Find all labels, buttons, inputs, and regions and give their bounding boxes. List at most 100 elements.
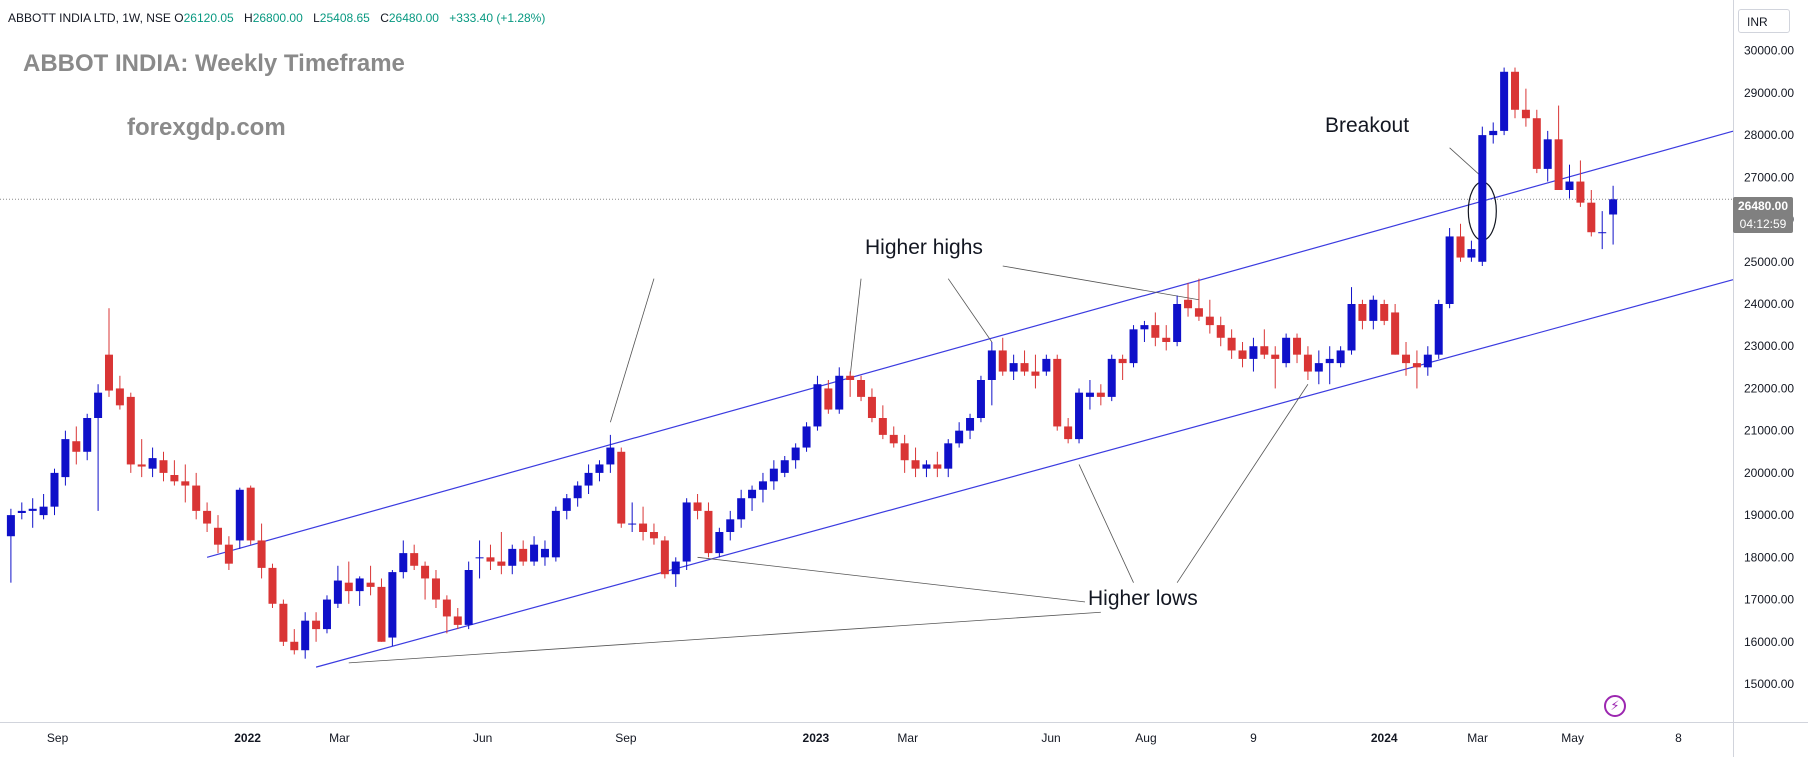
candle-body	[780, 460, 789, 473]
candle-body	[159, 460, 168, 473]
candle-body	[1565, 181, 1574, 190]
candle-body	[1260, 346, 1269, 355]
y-tick-label: 18000.00	[1744, 550, 1794, 564]
y-tick-label: 15000.00	[1744, 677, 1794, 691]
candle-body	[617, 451, 626, 524]
y-tick-label: 25000.00	[1744, 255, 1794, 269]
candle-body	[1020, 363, 1029, 372]
candle-body	[410, 553, 419, 566]
candle-body	[704, 510, 713, 554]
candle-body	[976, 380, 985, 418]
candle-body	[1205, 316, 1214, 326]
higher-lows-label[interactable]: Higher lows	[1085, 587, 1201, 611]
candle-body	[366, 582, 375, 587]
candle-body	[595, 464, 604, 473]
candle-body	[94, 392, 103, 418]
candle-body	[1347, 304, 1356, 351]
candle-body	[268, 567, 277, 604]
annotation-pointer	[849, 278, 862, 376]
y-tick-label: 22000.00	[1744, 381, 1794, 395]
x-tick-label: 9	[1250, 731, 1257, 745]
x-tick-label: 2024	[1371, 731, 1398, 745]
y-tick-label: 16000.00	[1744, 635, 1794, 649]
candle-body	[442, 599, 451, 617]
candle-body	[388, 572, 397, 638]
annotation-pointer	[947, 278, 993, 343]
candle-body	[1216, 325, 1225, 338]
candle-body	[1391, 312, 1400, 355]
candle-body	[955, 430, 964, 444]
x-tick-label: Aug	[1135, 731, 1156, 745]
site-watermark: forexgdp.com	[127, 114, 286, 141]
candle-body	[497, 561, 506, 566]
y-tick-label: 21000.00	[1744, 424, 1794, 438]
annotation-pointer	[609, 278, 655, 423]
lightning-bolt-icon[interactable]: ⚡	[1604, 695, 1626, 717]
candle-body	[1325, 358, 1334, 364]
close-label: C	[380, 11, 389, 25]
low-value: 25408.65	[319, 11, 370, 25]
candle-body	[1423, 354, 1432, 368]
candle-body	[181, 481, 190, 486]
candle-body	[453, 616, 462, 625]
candle-body	[573, 485, 582, 499]
candle-body	[933, 464, 942, 469]
candle-body	[192, 485, 201, 511]
candle-body	[148, 458, 157, 469]
candle-body	[1129, 329, 1138, 364]
y-tick-label: 28000.00	[1744, 128, 1794, 142]
candle-body	[1271, 354, 1280, 359]
currency-selector[interactable]: INR	[1738, 9, 1790, 33]
candle-body	[1598, 232, 1607, 234]
candle-body	[1031, 371, 1040, 376]
annotation-pointer	[697, 556, 1101, 605]
candle-body	[1412, 363, 1421, 368]
candle-body	[39, 506, 48, 516]
candle-body	[1358, 304, 1367, 321]
candle-body	[1096, 392, 1105, 397]
candle-body	[1009, 363, 1018, 372]
candle-body	[431, 578, 440, 600]
x-tick-label: Sep	[615, 731, 637, 745]
y-tick-label: 17000.00	[1744, 593, 1794, 607]
candle-body	[628, 523, 637, 525]
last-price-value: 26480.00	[1737, 199, 1789, 213]
candle-body	[1500, 71, 1509, 131]
high-label: H	[244, 11, 253, 25]
annotation-pointer	[348, 611, 1101, 664]
y-tick-label: 20000.00	[1744, 466, 1794, 480]
candle-body	[1478, 135, 1487, 262]
candle-body	[464, 570, 473, 625]
higher-highs-label[interactable]: Higher highs	[862, 236, 986, 260]
candle-body	[1140, 325, 1149, 330]
candle-body	[1162, 337, 1171, 342]
candle-body	[333, 580, 342, 604]
candle-body	[824, 388, 833, 410]
breakout-label[interactable]: Breakout	[1322, 114, 1413, 138]
candle-body	[1282, 337, 1291, 364]
candle-body	[508, 548, 517, 566]
open-label: O	[174, 11, 184, 25]
candle-body	[1303, 354, 1312, 372]
open-value: 26120.05	[183, 11, 234, 25]
candle-body	[1521, 109, 1530, 119]
candle-body	[1434, 304, 1443, 355]
candle-body	[322, 599, 331, 630]
candle-body	[715, 532, 724, 554]
candle-body	[584, 472, 593, 486]
symbol-label[interactable]: ABBOTT INDIA LTD, 1W, NSE	[8, 11, 171, 25]
annotation-pointer	[1176, 384, 1309, 583]
candle-body	[1467, 249, 1476, 258]
last-price-tag: 26480.00 04:12:59	[1733, 197, 1793, 233]
candle-body	[922, 464, 931, 469]
candle-body	[377, 586, 386, 642]
x-tick-label: Mar	[897, 731, 918, 745]
candle-body	[540, 548, 549, 558]
candle-body	[486, 557, 495, 562]
bar-countdown: 04:12:59	[1739, 217, 1787, 231]
x-tick-label: 2022	[234, 731, 261, 745]
candle-body	[889, 434, 898, 444]
low-label: L	[313, 11, 320, 25]
candle-body	[17, 510, 26, 513]
